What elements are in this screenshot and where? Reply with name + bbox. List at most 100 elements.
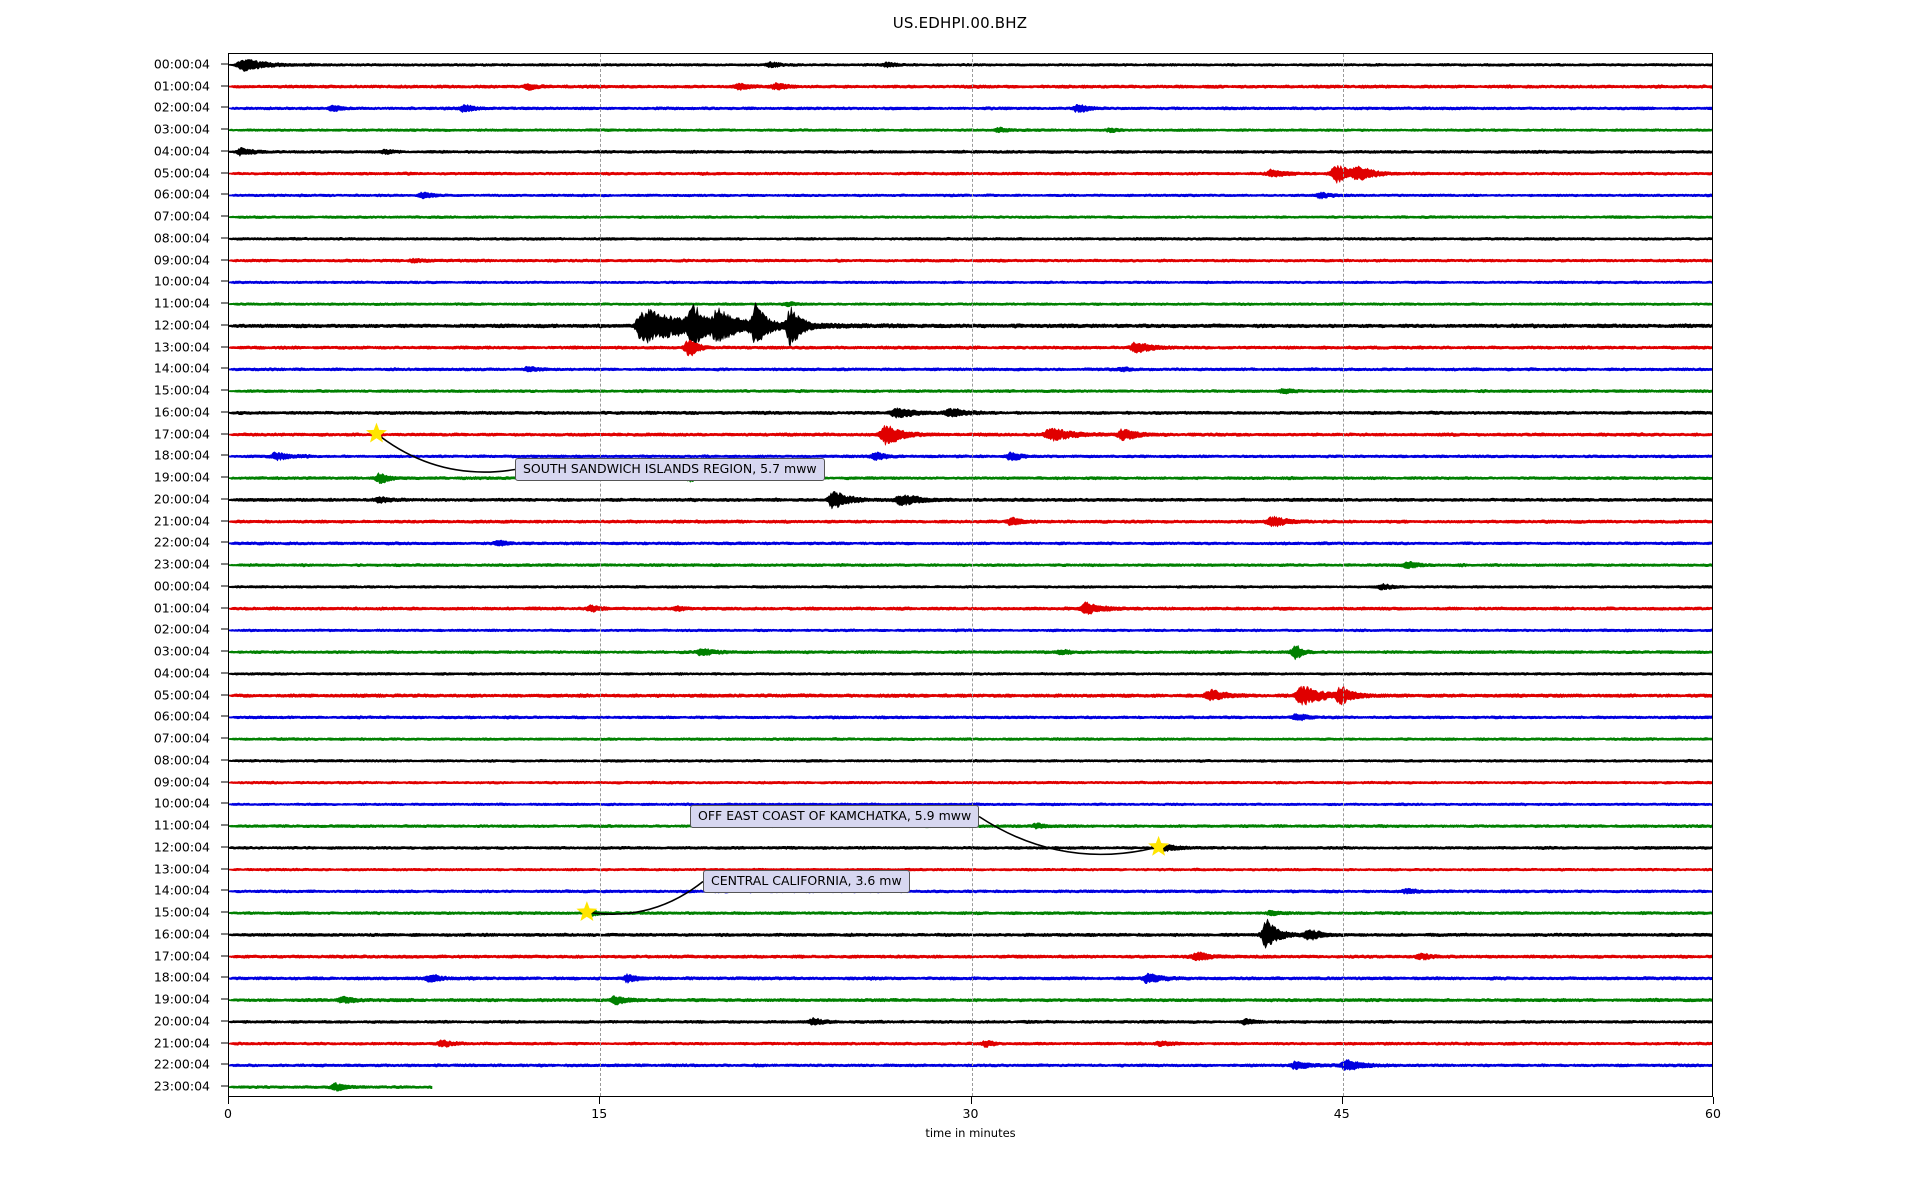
y-tick-mark <box>221 824 228 826</box>
y-tick-mark <box>221 759 228 761</box>
x-tick-mark <box>599 1097 601 1104</box>
y-tick-mark <box>221 237 228 239</box>
y-tick-label: 05:00:04 <box>153 687 210 703</box>
y-tick-label: 14:00:04 <box>153 360 210 376</box>
y-tick-label: 13:00:04 <box>153 339 210 355</box>
y-tick-mark <box>221 106 228 108</box>
y-tick-label: 08:00:04 <box>153 752 210 768</box>
y-tick-label: 19:00:04 <box>153 991 210 1007</box>
y-tick-mark <box>221 672 228 674</box>
trace-row <box>229 918 1712 949</box>
y-tick-mark <box>221 215 228 217</box>
y-tick-label: 12:00:04 <box>153 839 210 855</box>
y-tick-mark <box>221 1042 228 1044</box>
y-tick-label: 06:00:04 <box>153 186 210 202</box>
y-tick-mark <box>221 715 228 717</box>
y-tick-mark <box>221 846 228 848</box>
y-tick-mark <box>221 411 228 413</box>
y-tick-mark <box>221 628 228 630</box>
y-tick-label: 06:00:04 <box>153 708 210 724</box>
y-tick-label: 16:00:04 <box>153 926 210 942</box>
y-tick-mark <box>221 889 228 891</box>
y-tick-label: 07:00:04 <box>153 208 210 224</box>
x-tick-label: 15 <box>591 1106 608 1121</box>
y-tick-mark <box>221 911 228 913</box>
y-tick-mark <box>221 172 228 174</box>
y-tick-label: 00:00:04 <box>153 578 210 594</box>
y-tick-label: 21:00:04 <box>153 513 210 529</box>
x-tick-label: 45 <box>1333 1106 1350 1121</box>
y-tick-label: 17:00:04 <box>153 426 210 442</box>
y-tick-label: 01:00:04 <box>153 78 210 94</box>
y-tick-mark <box>221 585 228 587</box>
x-tick-mark <box>970 1097 972 1104</box>
y-tick-label: 11:00:04 <box>153 817 210 833</box>
y-tick-mark <box>221 63 228 65</box>
y-tick-mark <box>221 193 228 195</box>
y-tick-mark <box>221 694 228 696</box>
y-tick-label: 08:00:04 <box>153 230 210 246</box>
y-tick-mark <box>221 476 228 478</box>
y-tick-label: 01:00:04 <box>153 600 210 616</box>
gridline <box>600 54 602 1096</box>
y-tick-mark <box>221 607 228 609</box>
y-tick-mark <box>221 1020 228 1022</box>
y-tick-label: 20:00:04 <box>153 1013 210 1029</box>
y-tick-mark <box>221 563 228 565</box>
y-tick-label: 04:00:04 <box>153 665 210 681</box>
y-tick-mark <box>221 520 228 522</box>
y-tick-mark <box>221 955 228 957</box>
gridline <box>1342 54 1344 1096</box>
y-tick-label: 02:00:04 <box>153 621 210 637</box>
y-tick-mark <box>221 346 228 348</box>
x-axis-title: time in minutes <box>925 1126 1016 1140</box>
y-tick-mark <box>221 259 228 261</box>
y-tick-mark <box>221 150 228 152</box>
y-tick-label: 09:00:04 <box>153 774 210 790</box>
x-tick-mark <box>228 1097 229 1104</box>
y-tick-label: 22:00:04 <box>153 534 210 550</box>
y-tick-label: 05:00:04 <box>153 165 210 181</box>
plot-area <box>228 53 1713 1097</box>
y-tick-mark <box>221 998 228 1000</box>
x-tick-label: 60 <box>1705 1106 1721 1121</box>
y-tick-label: 10:00:04 <box>153 795 210 811</box>
y-tick-label: 18:00:04 <box>153 969 210 985</box>
y-tick-label: 19:00:04 <box>153 469 210 485</box>
y-tick-mark <box>221 933 228 935</box>
x-tick-label: 30 <box>962 1106 979 1121</box>
y-tick-mark <box>221 367 228 369</box>
y-tick-mark <box>221 389 228 391</box>
page-title: US.EDHPI.00.BHZ <box>892 14 1028 32</box>
y-tick-mark <box>221 324 228 326</box>
y-tick-label: 09:00:04 <box>153 252 210 268</box>
x-tick-mark <box>1713 1097 1714 1104</box>
y-tick-label: 03:00:04 <box>153 643 210 659</box>
y-tick-label: 22:00:04 <box>153 1056 210 1072</box>
y-tick-mark <box>221 128 228 130</box>
x-axis-labels: 0 15 30 45 60 <box>224 1097 1721 1127</box>
trace-row <box>229 302 1712 348</box>
y-tick-mark <box>221 541 228 543</box>
y-tick-mark <box>221 498 228 500</box>
y-tick-label: 23:00:04 <box>153 556 210 572</box>
y-tick-mark <box>221 85 228 87</box>
y-tick-mark <box>221 433 228 435</box>
seismic-traces <box>229 59 1712 1092</box>
y-tick-label: 13:00:04 <box>153 861 210 877</box>
y-tick-mark <box>221 454 228 456</box>
y-tick-label: 07:00:04 <box>153 730 210 746</box>
y-tick-label: 11:00:04 <box>153 295 210 311</box>
gridline <box>971 54 973 1096</box>
y-axis-labels: 00:00:04 01:00:04 02:00:04 03:00:04 04:00:04… <box>0 53 228 1097</box>
y-tick-mark <box>221 650 228 652</box>
y-tick-mark <box>221 737 228 739</box>
y-tick-label: 23:00:04 <box>153 1078 210 1094</box>
y-tick-label: 14:00:04 <box>153 882 210 898</box>
y-tick-label: 00:00:04 <box>153 56 210 72</box>
y-tick-mark <box>221 868 228 870</box>
y-tick-mark <box>221 1085 228 1087</box>
y-tick-label: 15:00:04 <box>153 382 210 398</box>
y-tick-mark <box>221 280 228 282</box>
